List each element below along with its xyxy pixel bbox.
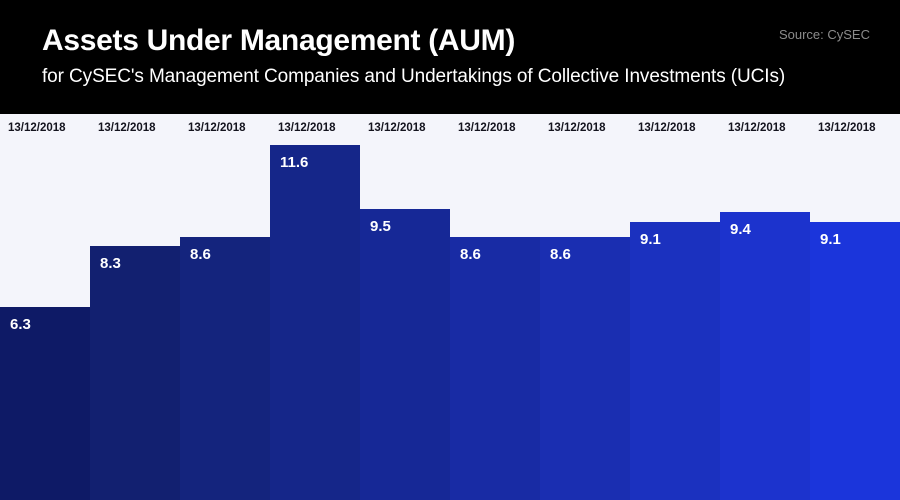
chart-column: 13/12/2018 9.5 [360, 114, 450, 500]
chart-column: 13/12/2018 8.6 [450, 114, 540, 500]
bar[interactable]: 8.3 [90, 246, 180, 500]
bar-value-label: 9.1 [640, 230, 661, 248]
bar[interactable]: 8.6 [180, 236, 270, 500]
bar[interactable]: 11.6 [270, 145, 360, 500]
bar-value-label: 8.3 [100, 255, 121, 273]
bar-value-label: 8.6 [550, 245, 571, 263]
bar[interactable]: 8.6 [450, 236, 540, 500]
x-axis-date-label: 13/12/2018 [638, 122, 696, 134]
bar[interactable]: 9.5 [360, 209, 450, 500]
chart-column: 13/12/2018 9.4 [720, 114, 810, 500]
bar-value-label: 9.5 [370, 218, 391, 236]
bar[interactable]: 8.6 [540, 236, 630, 500]
bar[interactable]: 9.4 [720, 212, 810, 500]
bar-value-label: 9.1 [820, 230, 841, 248]
x-axis-date-label: 13/12/2018 [368, 122, 426, 134]
x-axis-date-label: 13/12/2018 [98, 122, 156, 134]
header: Source: CySEC Assets Under Management (A… [0, 0, 900, 114]
bar-value-label: 8.6 [190, 245, 211, 263]
x-axis-date-label: 13/12/2018 [188, 122, 246, 134]
bar-value-label: 9.4 [730, 221, 751, 239]
page-title: Assets Under Management (AUM) [42, 24, 516, 57]
x-axis-date-label: 13/12/2018 [818, 122, 876, 134]
bar-chart: 13/12/2018 6.3 13/12/2018 8.3 13/12/2018 8.6 1… [0, 114, 900, 500]
bar-value-label: 8.6 [460, 245, 481, 263]
page-subtitle: for CySEC's Management Companies and Und… [42, 65, 786, 87]
chart-column: 13/12/2018 6.3 [0, 114, 90, 500]
chart-column: 13/12/2018 8.6 [180, 114, 270, 500]
bar-value-label: 11.6 [280, 154, 309, 172]
x-axis-date-label: 13/12/2018 [8, 122, 66, 134]
chart-column: 13/12/2018 11.6 [270, 114, 360, 500]
bar[interactable]: 9.1 [630, 221, 720, 500]
bar[interactable]: 9.1 [810, 221, 900, 500]
x-axis-date-label: 13/12/2018 [548, 122, 606, 134]
x-axis-date-label: 13/12/2018 [278, 122, 336, 134]
x-axis-date-label: 13/12/2018 [458, 122, 516, 134]
source-label: Source: CySEC [778, 27, 870, 42]
chart-column: 13/12/2018 8.6 [540, 114, 630, 500]
x-axis-date-label: 13/12/2018 [728, 122, 786, 134]
chart-column: 13/12/2018 9.1 [810, 114, 900, 500]
bar[interactable]: 6.3 [0, 307, 90, 500]
chart-column: 13/12/2018 8.3 [90, 114, 180, 500]
chart-column: 13/12/2018 9.1 [630, 114, 720, 500]
bar-value-label: 6.3 [10, 316, 31, 334]
